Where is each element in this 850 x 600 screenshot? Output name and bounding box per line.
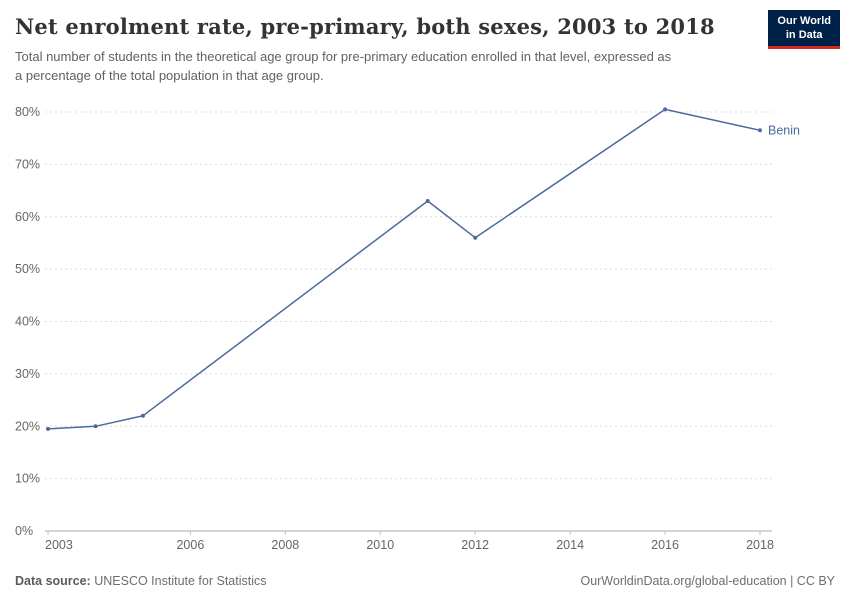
owid-logo-line2: in Data [785,29,823,42]
x-tick-label: 2006 [176,538,204,552]
y-tick-label: 50% [15,262,40,276]
chart-area: 0% 10% 20% 30% 40% 50% 60% 70% 80% 2003 2006 2008 20… [0,95,850,555]
chart-header: Net enrolment rate, pre-primary, both se… [15,14,750,86]
line-series[interactable] [47,108,761,430]
y-tick-label: 20% [15,419,40,433]
data-point[interactable] [758,128,762,133]
credit-link[interactable]: OurWorldinData.org/global-education | CC… [580,574,835,588]
data-source: Data source: UNESCO Institute for Statis… [15,574,267,588]
y-tick-label: 70% [15,157,40,171]
chart-title: Net enrolment rate, pre-primary, both se… [15,14,715,39]
chart-footer: Data source: UNESCO Institute for Statis… [15,574,835,588]
chart-subtitle: Total number of students in the theoreti… [15,49,672,83]
series-label: Benin [768,123,800,137]
data-point[interactable] [473,235,478,240]
data-source-label: Data source: [15,574,91,588]
y-tick-label: 40% [15,315,40,329]
x-tick-label: 2016 [651,538,679,552]
y-tick-label: 30% [15,367,40,381]
y-tick-label: 0% [15,524,33,538]
owid-logo-line1: Our World [777,15,831,27]
data-source-value: UNESCO Institute for Statistics [94,574,267,588]
x-tick-label: 2008 [271,538,299,552]
data-point[interactable] [46,426,50,431]
owid-logo[interactable]: Our World in Data [768,10,840,49]
y-tick-label: 60% [15,210,40,224]
x-tick-label: 2003 [45,538,73,552]
x-tick-label: 2010 [366,538,394,552]
data-point[interactable] [93,424,98,429]
y-tick-label: 80% [15,105,40,119]
x-tick-label: 2012 [461,538,489,552]
x-tick-label: 2014 [556,538,584,552]
chart-svg: 0% 10% 20% 30% 40% 50% 60% 70% 80% 2003 2006 2008 20… [15,105,800,552]
x-tick-label: 2018 [746,538,774,552]
data-point[interactable] [425,199,430,203]
data-point[interactable] [140,413,145,418]
data-point[interactable] [663,107,668,112]
y-tick-label: 10% [15,472,40,486]
